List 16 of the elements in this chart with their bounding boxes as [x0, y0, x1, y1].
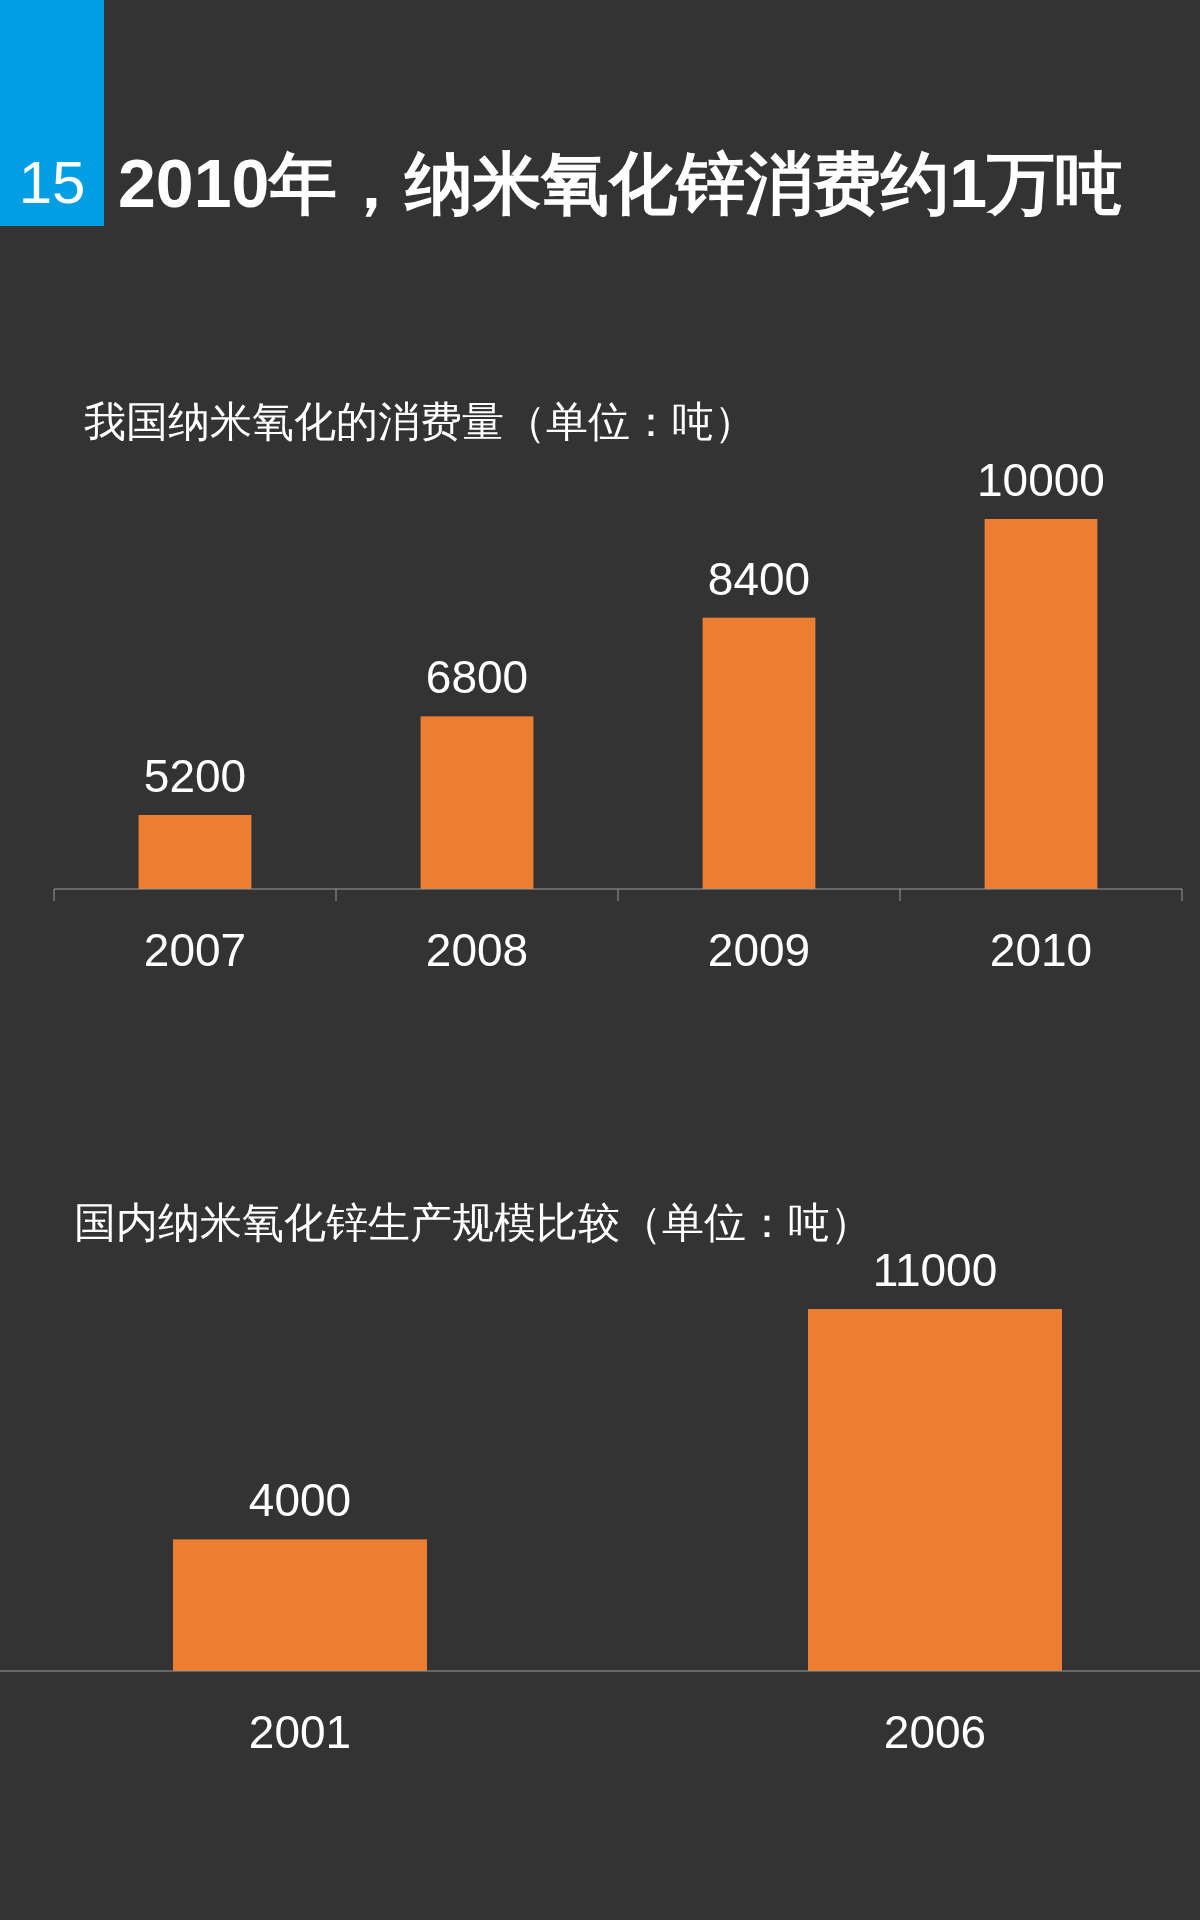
x-tick-label: 2008 [425, 924, 529, 976]
x-tick-label: 2009 [707, 924, 811, 976]
x-tick-label: 2007 [143, 924, 247, 976]
chart-title: 国内纳米氧化锌生产规模比较（单位：吨） [74, 1199, 872, 1246]
data-label: 10000 [977, 454, 1105, 506]
data-label: 4000 [248, 1474, 352, 1527]
x-tick-label: 2001 [248, 1706, 352, 1758]
chart-subtitle: 我国纳米氧化的消费量（单位：吨） [84, 398, 756, 445]
data-label: 6800 [425, 651, 529, 704]
text: 15 [18, 149, 86, 216]
data-label: 5200 [143, 750, 247, 802]
data-label: 11000 [872, 1244, 998, 1296]
chart-title: 2010年，纳米氧化锌消费约1万吨 [118, 145, 1124, 221]
x-tick-label: 2006 [883, 1706, 987, 1758]
data-label: 8400 [707, 552, 811, 605]
x-tick-label: 2010 [989, 924, 1093, 976]
